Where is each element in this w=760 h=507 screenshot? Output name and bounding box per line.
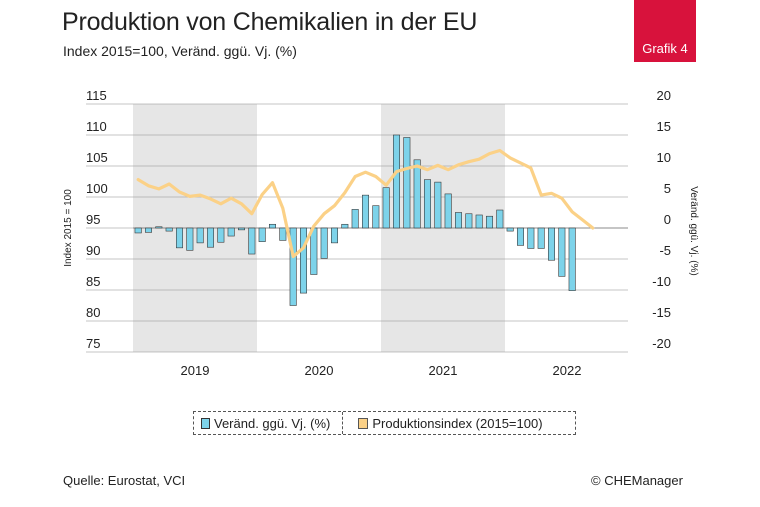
bar [145, 227, 153, 233]
left-tick-label: 105 [86, 150, 108, 165]
bar [268, 223, 276, 229]
bar [516, 227, 524, 246]
right-tick-label: -5 [659, 243, 671, 258]
bar-series [134, 134, 576, 306]
bar [238, 227, 246, 231]
left-tick-label: 90 [86, 243, 100, 258]
left-tick-label: 110 [86, 119, 107, 134]
bar [134, 227, 142, 234]
bar [217, 227, 225, 243]
legend-bar-label: Veränd. ggü. Vj. (%) [214, 415, 331, 431]
right-tick-label: -10 [652, 274, 671, 289]
left-tick-label: 80 [86, 305, 100, 320]
bar [320, 227, 328, 259]
bar [465, 213, 473, 229]
legend-bar-swatch [201, 417, 210, 429]
line-series [136, 148, 595, 259]
legend-line-swatch [358, 417, 369, 429]
bar [547, 227, 555, 261]
copyright-note: © CHEManager [591, 473, 683, 488]
grafik-badge: Grafik 4 [634, 0, 696, 62]
year-tick-label: 2022 [553, 363, 582, 378]
bar [299, 227, 307, 294]
bar [227, 227, 235, 237]
bar [310, 227, 318, 275]
chart-title: Produktion von Chemikalien in der EU [62, 8, 478, 36]
bar [279, 227, 287, 241]
badge-label: Grafik 4 [642, 41, 688, 56]
bar [186, 227, 194, 251]
right-tick-label: 5 [664, 181, 671, 196]
right-axis-title: Veränd. ggü. Vj. (%) [688, 186, 699, 276]
bar [558, 227, 566, 277]
bar [165, 227, 173, 232]
legend-divider [342, 412, 344, 434]
bar [196, 227, 204, 244]
left-tick-label: 75 [86, 336, 100, 351]
right-tick-label: -15 [652, 305, 671, 320]
source-note: Quelle: Eurostat, VCI [63, 473, 186, 488]
bar [392, 134, 400, 229]
bar [248, 227, 256, 255]
bar [568, 227, 576, 291]
bar [403, 137, 411, 229]
index-line [136, 148, 595, 259]
bar [258, 227, 266, 242]
bar [351, 209, 359, 229]
bar [485, 215, 493, 229]
bar [155, 226, 163, 229]
axes: 115 20 110 15 105 10 100 5 95 0 90 -5 85 -10 80 -15 75 -2… [63, 88, 699, 378]
bar [537, 227, 545, 249]
right-tick-label: 0 [664, 212, 671, 227]
bar [496, 209, 504, 229]
left-tick-label: 95 [86, 212, 100, 227]
left-tick-label: 100 [86, 181, 108, 196]
bar [207, 227, 215, 248]
legend-line-label: Produktionsindex (2015=100) [372, 415, 543, 431]
left-tick-label: 85 [86, 274, 100, 289]
bar [361, 194, 369, 229]
bar [382, 187, 390, 229]
bar [423, 179, 431, 229]
bar [176, 227, 184, 249]
bar [475, 214, 483, 229]
year-tick-label: 2019 [181, 363, 210, 378]
bar [454, 212, 462, 229]
year-tick-label: 2021 [429, 363, 458, 378]
right-tick-label: 15 [657, 119, 671, 134]
right-tick-label: 20 [657, 88, 671, 103]
left-axis-title: Index 2015 = 100 [63, 189, 74, 267]
legend: Veränd. ggü. Vj. (%) Produktionsindex (2… [193, 411, 576, 435]
left-tick-label: 115 [86, 88, 107, 103]
bar [341, 223, 349, 229]
bar [527, 227, 535, 249]
right-tick-label: 10 [657, 150, 671, 165]
bar [506, 227, 514, 232]
year-tick-label: 2020 [305, 363, 334, 378]
chart-subtitle: Index 2015=100, Veränd. ggü. Vj. (%) [63, 43, 297, 59]
bar [289, 227, 297, 306]
bar [330, 227, 338, 244]
bar [413, 159, 421, 229]
right-tick-label: -20 [652, 336, 671, 351]
bar [434, 181, 442, 229]
bar [444, 193, 452, 229]
bar [372, 205, 380, 229]
